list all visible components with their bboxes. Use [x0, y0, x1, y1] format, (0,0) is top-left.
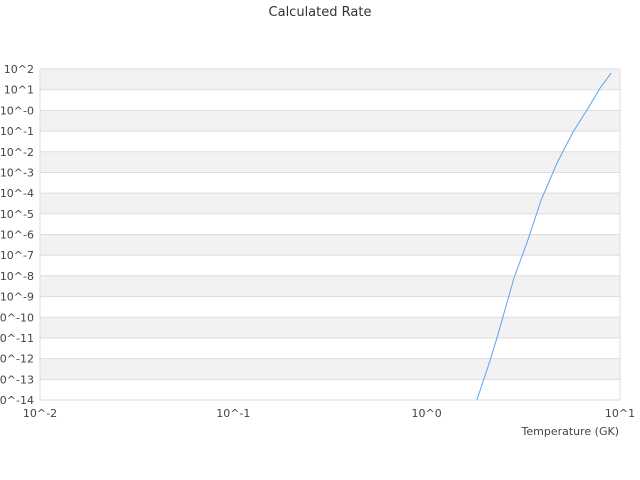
- grid-band: [40, 69, 620, 90]
- rate-series-line: [476, 72, 612, 401]
- grid-band: [40, 379, 620, 400]
- y-tick-label: 10^-13: [0, 373, 34, 386]
- grid-band: [40, 234, 620, 256]
- grid-band: [40, 358, 620, 380]
- grid-band: [40, 275, 620, 297]
- y-tick-label: 10^-8: [0, 270, 34, 283]
- y-tick-label: 10^-7: [0, 249, 34, 262]
- y-tick-label: 10^-4: [0, 187, 34, 200]
- grid-band: [40, 110, 620, 132]
- x-tick-label: 10^-2: [23, 407, 57, 420]
- y-tick-label: 10^2: [4, 63, 34, 76]
- y-tick-label: 10^-2: [0, 146, 34, 159]
- grid-band: [40, 317, 620, 338]
- grid-band: [40, 193, 620, 214]
- grid-band: [40, 131, 620, 152]
- y-tick-label: 10^-11: [0, 332, 34, 345]
- y-tick-label: 10^-5: [0, 208, 34, 221]
- plot-frame: [39, 68, 621, 401]
- x-axis-label: Temperature (GK): [521, 425, 620, 438]
- x-tick-label: 10^-1: [216, 407, 250, 420]
- grid-band: [40, 296, 620, 318]
- grid-band: [40, 337, 620, 359]
- y-tick-label: 10^-1: [0, 125, 34, 138]
- grid-band: [40, 172, 620, 194]
- grid-band: [40, 151, 620, 173]
- grid-band: [40, 89, 620, 111]
- y-tick-label: 10^-14: [0, 394, 34, 407]
- y-tick-label: 10^-6: [0, 229, 34, 242]
- y-tick-label: 10^-0: [0, 104, 34, 117]
- chart-title: Calculated Rate: [269, 5, 372, 20]
- y-tick-label: 10^-9: [0, 291, 34, 304]
- y-tick-label: 10^-3: [0, 166, 34, 179]
- y-tick-label: 10^1: [4, 84, 34, 97]
- grid-band: [40, 255, 620, 276]
- x-tick-label: 10^1: [605, 407, 635, 420]
- x-tick-label: 10^0: [412, 407, 442, 420]
- grid-band: [40, 213, 620, 235]
- y-tick-label: 10^-10: [0, 311, 34, 324]
- y-tick-label: 10^-12: [0, 353, 34, 366]
